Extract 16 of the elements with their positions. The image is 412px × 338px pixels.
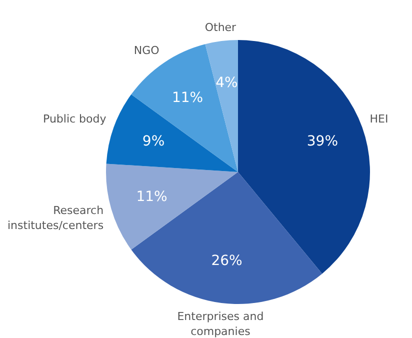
- slice-label: Public body: [43, 112, 107, 126]
- slice-label: Other: [204, 21, 237, 34]
- data-label: 11%: [136, 189, 168, 206]
- data-label: 4%: [216, 74, 238, 91]
- pie-slice: [131, 172, 322, 304]
- slice-label: NGO: [134, 44, 160, 58]
- pie-slice: [205, 40, 238, 172]
- slice-label: HEI: [370, 112, 388, 126]
- slice-label: Enterprises and companies: [177, 310, 264, 338]
- pie-slice: [106, 164, 238, 250]
- data-label: 11%: [172, 90, 204, 106]
- pie-slice: [131, 44, 238, 172]
- data-label: 39%: [306, 134, 338, 150]
- slice-label: Research institutes/centers: [7, 204, 104, 232]
- data-label: 26%: [211, 253, 242, 270]
- data-label: 9%: [142, 134, 165, 150]
